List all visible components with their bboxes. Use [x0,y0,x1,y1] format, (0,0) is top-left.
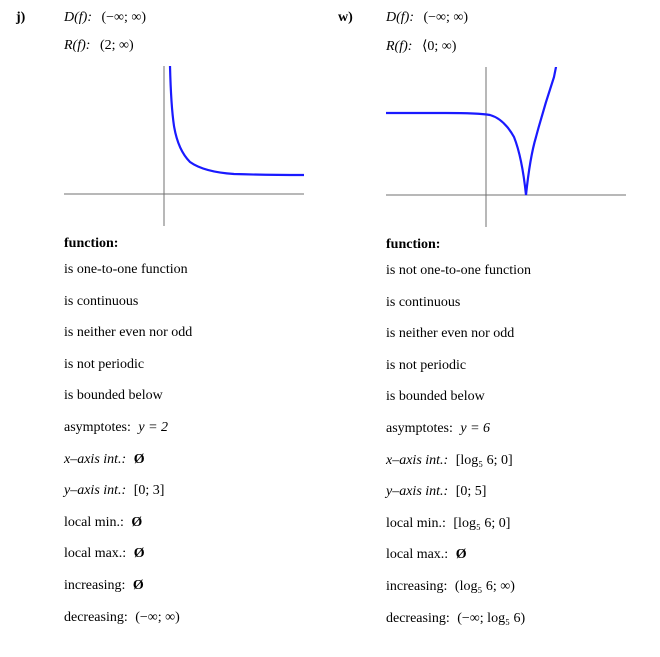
section-title-j: function: [64,236,322,252]
range-label-j: R(f): [64,38,90,53]
domain-value-j: (−∞; ∞) [96,10,147,25]
domain-label-w: D(f): [386,10,414,25]
prop-localmax-w: local max.: Ø [386,545,644,565]
increasing-label-w: increasing: [386,579,447,594]
asymptotes-label-j: asymptotes: [64,420,131,435]
xint-label-j: x–axis int.: [64,452,126,467]
domain-label-j: D(f): [64,10,92,25]
yint-value-w: [0; 5] [452,484,487,499]
range-line-j: R(f): (2; ∞) [64,38,146,54]
asymptotes-label-w: asymptotes: [386,421,453,436]
domain-line-j: D(f): (−∞; ∞) [64,10,146,26]
localmin-value-j: Ø [127,515,142,530]
increasing-value-w: (log₅ 6; ∞) [451,579,515,594]
prop-continuous-w: is continuous [386,293,644,313]
localmin-label-j: local min.: [64,515,124,530]
prop-one-to-one-j: is one-to-one function [64,260,322,280]
yint-label-w: y–axis int.: [386,484,448,499]
prop-localmin-w: local min.: [log₅ 6; 0] [386,514,644,534]
xint-value-j: Ø [130,452,145,467]
prop-increasing-j: increasing: Ø [64,576,322,596]
header-lines-w: D(f): (−∞; ∞) R(f): ⟨0; ∞) [374,8,468,67]
asymptotes-value-w: y = 6 [456,421,490,436]
prop-localmin-j: local min.: Ø [64,513,322,533]
prop-decreasing-w: decreasing: (−∞; log₅ 6) [386,609,644,629]
asymptotes-value-j: y = 2 [134,420,168,435]
localmax-value-j: Ø [130,546,145,561]
part-label-j: j) [16,8,52,26]
prop-continuous-j: is continuous [64,292,322,312]
localmin-label-w: local min.: [386,516,446,531]
column-w: w) D(f): (−∞; ∞) R(f): ⟨0; ∞) function: … [330,8,652,640]
xint-label-w: x–axis int.: [386,453,448,468]
decreasing-value-j: (−∞; ∞) [131,610,180,625]
increasing-value-j: Ø [129,578,144,593]
xint-value-w: [log₅ 6; 0] [452,453,513,468]
header-lines-j: D(f): (−∞; ∞) R(f): (2; ∞) [52,8,146,66]
prop-one-to-one-w: is not one-to-one function [386,261,644,281]
part-label-w: w) [338,8,374,26]
range-label-w: R(f): [386,39,412,54]
graph-svg-w [386,67,626,227]
range-line-w: R(f): ⟨0; ∞) [386,38,468,55]
prop-asymptotes-j: asymptotes: y = 2 [64,418,322,438]
page-root: j) D(f): (−∞; ∞) R(f): (2; ∞) function: … [8,8,652,640]
prop-periodic-w: is not periodic [386,356,644,376]
range-value-w: ⟨0; ∞) [416,39,457,54]
decreasing-label-j: decreasing: [64,610,128,625]
prop-parity-j: is neither even nor odd [64,323,322,343]
graph-svg-j [64,66,304,226]
prop-yint-j: y–axis int.: [0; 3] [64,481,322,501]
prop-decreasing-j: decreasing: (−∞; ∞) [64,608,322,628]
localmax-label-j: local max.: [64,546,126,561]
graph-w [386,67,626,227]
prop-asymptotes-w: asymptotes: y = 6 [386,419,644,439]
header-block-j: j) D(f): (−∞; ∞) R(f): (2; ∞) [16,8,322,66]
section-title-w: function: [386,237,644,253]
prop-xint-w: x–axis int.: [log₅ 6; 0] [386,451,644,471]
yint-label-j: y–axis int.: [64,483,126,498]
prop-bounded-w: is bounded below [386,387,644,407]
domain-line-w: D(f): (−∞; ∞) [386,10,468,26]
localmax-value-w: Ø [452,547,467,562]
localmin-value-w: [log₅ 6; 0] [449,516,510,531]
range-value-j: (2; ∞) [94,38,134,53]
decreasing-label-w: decreasing: [386,611,450,626]
prop-yint-w: y–axis int.: [0; 5] [386,482,644,502]
graph-j [64,66,304,226]
header-block-w: w) D(f): (−∞; ∞) R(f): ⟨0; ∞) [338,8,644,67]
prop-xint-j: x–axis int.: Ø [64,450,322,470]
prop-parity-w: is neither even nor odd [386,324,644,344]
prop-increasing-w: increasing: (log₅ 6; ∞) [386,577,644,597]
domain-value-w: (−∞; ∞) [418,10,469,25]
prop-localmax-j: local max.: Ø [64,544,322,564]
increasing-label-j: increasing: [64,578,125,593]
column-j: j) D(f): (−∞; ∞) R(f): (2; ∞) function: … [8,8,330,640]
decreasing-value-w: (−∞; log₅ 6) [453,611,525,626]
localmax-label-w: local max.: [386,547,448,562]
prop-bounded-j: is bounded below [64,386,322,406]
prop-periodic-j: is not periodic [64,355,322,375]
yint-value-j: [0; 3] [130,483,165,498]
